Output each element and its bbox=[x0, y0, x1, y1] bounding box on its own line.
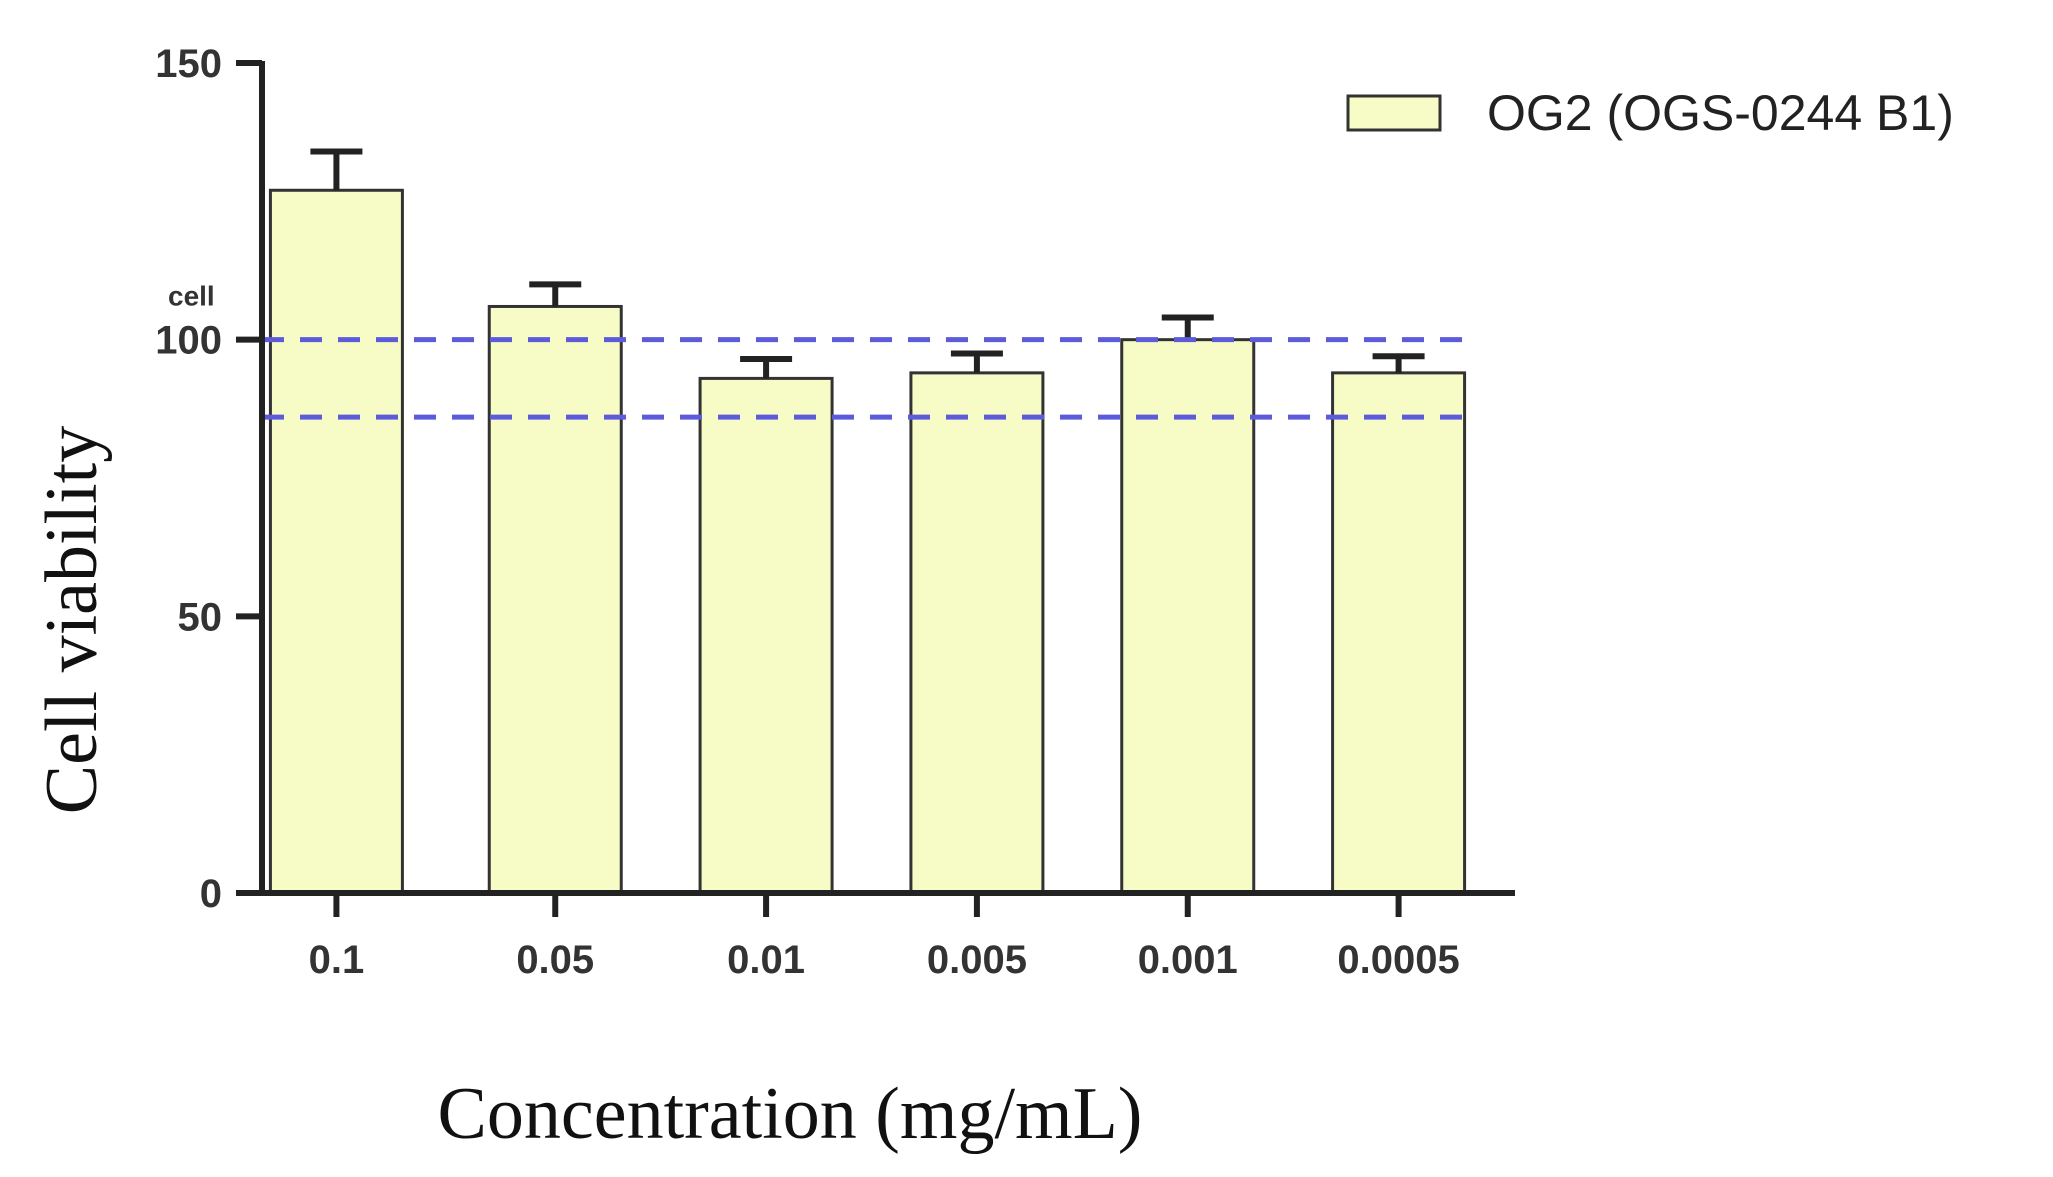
legend: OG2 (OGS-0244 B1) bbox=[1346, 85, 1954, 141]
y-tick-label: 150 bbox=[155, 42, 222, 86]
bar bbox=[1120, 338, 1256, 895]
x-tick-label: 0.05 bbox=[516, 938, 594, 982]
x-tick-label: 0.0005 bbox=[1337, 938, 1459, 982]
x-axis-title: Concentration (mg/mL) bbox=[438, 1073, 1143, 1155]
legend-swatch bbox=[1346, 94, 1442, 132]
x-tick-label: 0.1 bbox=[309, 938, 365, 982]
bar bbox=[909, 371, 1045, 895]
x-tick-label: 0.005 bbox=[927, 938, 1027, 982]
y-tick-label: 100 bbox=[155, 319, 222, 363]
bar bbox=[1331, 371, 1467, 895]
bar bbox=[698, 376, 834, 895]
y-tick-label: 0 bbox=[200, 872, 222, 916]
x-tick-label: 0.01 bbox=[727, 938, 805, 982]
plot-area: 0.1 0.05 0.01 0.005 0.001 0.0005 0 50 100 150 bbox=[155, 42, 1515, 982]
y-axis-title: Cell viability bbox=[31, 426, 113, 814]
annotation-label: cell bbox=[168, 280, 215, 311]
legend-label: OG2 (OGS-0244 B1) bbox=[1487, 85, 1954, 141]
bar bbox=[268, 188, 404, 895]
bar bbox=[487, 304, 623, 895]
y-tick-label: 50 bbox=[178, 595, 223, 639]
x-tick-label: 0.001 bbox=[1138, 938, 1238, 982]
